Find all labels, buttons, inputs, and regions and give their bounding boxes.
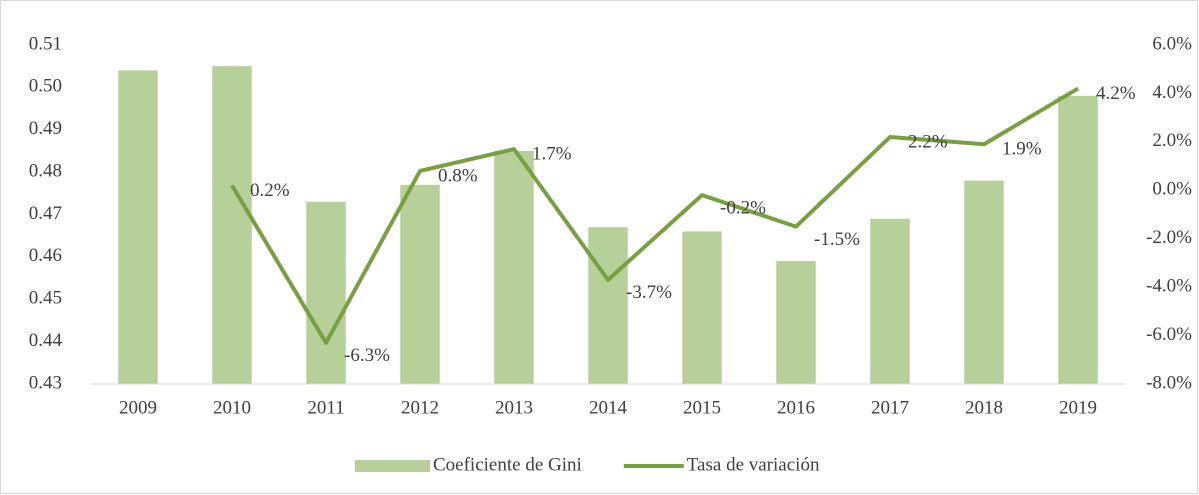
bar [400, 184, 440, 384]
y-tick-label: 0.48 [29, 160, 62, 181]
bar [494, 150, 534, 384]
data-label: 0.2% [250, 180, 290, 201]
data-label: 0.8% [438, 165, 478, 186]
y2-tick-label: 6.0% [1152, 33, 1192, 54]
bar [682, 231, 722, 384]
data-label: -3.7% [626, 282, 672, 303]
y-tick-label: 0.49 [29, 118, 62, 139]
data-label: 1.7% [532, 143, 572, 164]
y-tick-label: 0.47 [29, 203, 62, 224]
y2-tick-label: 0.0% [1152, 179, 1192, 200]
bar [776, 261, 816, 384]
data-label: -1.5% [814, 229, 860, 250]
y2-tick-label: -4.0% [1146, 276, 1192, 297]
legend-label: Tasa de variación [687, 454, 820, 475]
y-tick-label: 0.46 [29, 245, 62, 266]
x-tick-label: 2009 [119, 397, 157, 418]
x-tick-label: 2010 [213, 397, 251, 418]
data-label: -0.2% [720, 197, 766, 218]
x-tick-label: 2018 [965, 397, 1003, 418]
data-label: 4.2% [1096, 83, 1136, 104]
y-tick-label: 0.50 [29, 76, 62, 97]
x-tick-label: 2019 [1059, 397, 1097, 418]
x-tick-label: 2011 [307, 397, 344, 418]
data-label: 1.9% [1002, 139, 1042, 160]
data-label: -6.3% [344, 345, 390, 366]
y2-tick-label: 4.0% [1152, 82, 1192, 103]
y2-tick-label: -2.0% [1146, 227, 1192, 248]
x-tick-label: 2013 [495, 397, 533, 418]
y-tick-label: 0.43 [29, 372, 62, 393]
line [230, 86, 1080, 345]
legend-swatch [355, 460, 430, 472]
x-tick-label: 2016 [777, 397, 815, 418]
bar [118, 70, 158, 385]
data-label: 2.2% [908, 131, 948, 152]
bar [588, 227, 628, 384]
y2-tick-label: -8.0% [1146, 372, 1192, 393]
x-tick-label: 2015 [683, 397, 721, 418]
x-tick-label: 2012 [401, 397, 439, 418]
bar [212, 66, 252, 384]
bar [964, 180, 1004, 384]
y2-tick-label: -6.0% [1146, 324, 1192, 345]
bar [870, 218, 910, 384]
y-tick-label: 0.44 [29, 330, 63, 351]
bar [1058, 95, 1098, 384]
y-tick-label: 0.45 [29, 288, 62, 309]
x-tick-label: 2017 [871, 397, 909, 418]
y2-tick-label: 2.0% [1152, 130, 1192, 151]
legend-label: Coeficiente de Gini [433, 454, 582, 475]
y-tick-label: 0.51 [29, 33, 62, 54]
bar [306, 201, 346, 384]
x-tick-label: 2014 [589, 397, 628, 418]
